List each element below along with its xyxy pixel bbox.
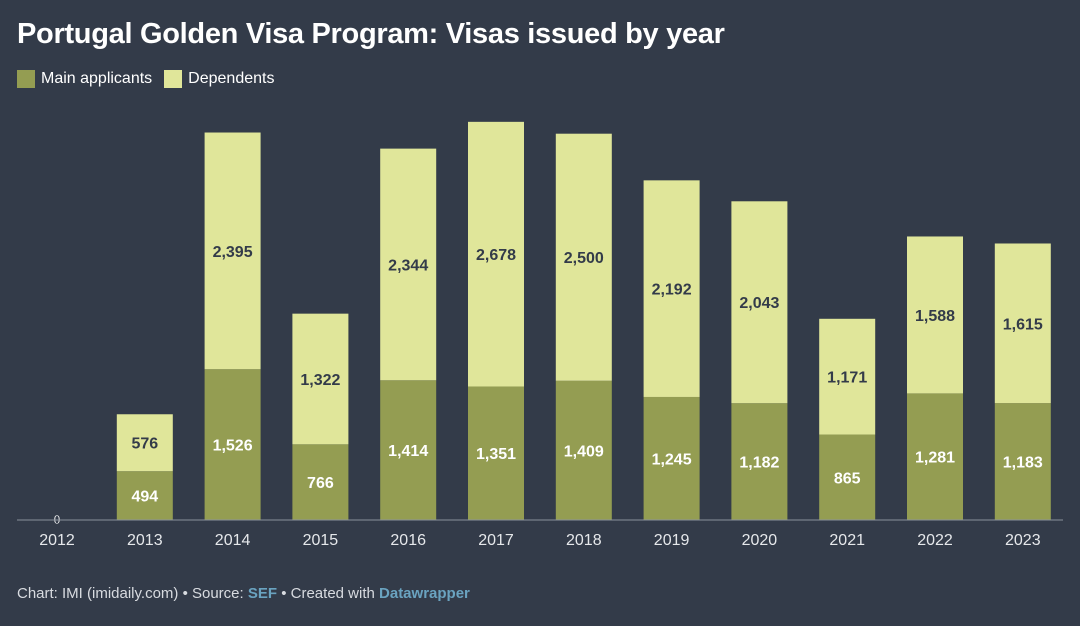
- data-label-main-2016: 1,414: [388, 443, 428, 460]
- data-label-main-2022: 1,281: [915, 450, 955, 467]
- bar-main-2023: [994, 403, 1051, 520]
- bar-dependents-2023: [994, 243, 1051, 404]
- source-link[interactable]: SEF: [247, 585, 278, 602]
- data-label-dependents-2021: 1,171: [827, 370, 867, 387]
- footer-credit: Chart: IMI (imidaily.com) • Source:: [17, 585, 248, 602]
- bar-dependents-2018: [555, 133, 612, 381]
- chart-title: Portugal Golden Visa Program: Visas issu…: [17, 18, 725, 50]
- data-label-dependents-2013: 576: [131, 436, 158, 453]
- bar-dependents-2022: [907, 236, 963, 394]
- bar-main-2017: [468, 386, 524, 520]
- bar-main-2015: [292, 444, 349, 520]
- x-tick-label-2019: 2019: [654, 532, 690, 549]
- x-tick-label-2016: 2016: [390, 532, 426, 549]
- data-label-main-2013: 494: [131, 489, 158, 506]
- x-tick-label-2014: 2014: [215, 532, 251, 549]
- data-label-dependents-2019: 2,192: [652, 282, 692, 299]
- data-label-dependents-2017: 2,678: [476, 247, 516, 264]
- footer: Chart: IMI (imidaily.com) • Source: SEF …: [17, 585, 470, 602]
- legend: Main applicants Dependents: [17, 70, 286, 88]
- x-tick-label-2023: 2023: [1005, 532, 1041, 549]
- bar-main-2020: [731, 403, 788, 520]
- legend-label-main: Main applicants: [41, 70, 153, 87]
- data-label-dependents-2018: 2,500: [564, 250, 604, 267]
- x-tick-label-2018: 2018: [566, 532, 602, 549]
- bar-dependents-2020: [731, 201, 788, 404]
- bar-main-2014: [204, 369, 261, 520]
- bar-main-2019: [643, 396, 700, 520]
- bar-dependents-2014: [204, 132, 261, 370]
- bar-dependents-2013: [116, 414, 173, 472]
- x-tick-label-2015: 2015: [303, 532, 339, 549]
- x-tick-label-2017: 2017: [478, 532, 514, 549]
- data-label-main-2019: 1,245: [652, 451, 692, 468]
- bar-main-2022: [907, 393, 963, 520]
- data-label-main-2014: 1,526: [213, 438, 253, 455]
- data-label-main-2021: 865: [834, 470, 861, 487]
- data-label-dependents-2022: 1,588: [915, 308, 955, 325]
- data-label-dependents-2015: 1,322: [300, 372, 340, 389]
- bar-main-2013: [116, 471, 173, 520]
- x-tick-label-2013: 2013: [127, 532, 163, 549]
- x-tick-label-2020: 2020: [742, 532, 778, 549]
- data-label-dependents-2016: 2,344: [388, 257, 428, 274]
- bar-dependents-2015: [292, 313, 349, 445]
- data-label-main-2023: 1,183: [1003, 455, 1043, 472]
- bar-dependents-2021: [819, 318, 876, 435]
- data-label-main-2015: 766: [307, 475, 334, 492]
- bar-dependents-2019: [643, 180, 700, 397]
- bar-main-2018: [555, 380, 612, 520]
- legend-swatch-main: [17, 70, 35, 88]
- bar-dependents-2017: [468, 121, 524, 387]
- x-tick-label-2022: 2022: [917, 532, 953, 549]
- legend-item-main: Main applicants: [17, 70, 152, 88]
- legend-swatch-dependents: [164, 70, 183, 88]
- bar-main-2021: [819, 434, 876, 520]
- bar-dependents-2016: [380, 148, 437, 381]
- data-label-dependents-2014: 2,395: [213, 244, 253, 261]
- data-label-main-2017: 1,351: [476, 446, 516, 463]
- data-label-dependents-2023: 1,615: [1003, 316, 1043, 333]
- data-label-main-2018: 1,409: [564, 443, 604, 460]
- x-tick-label-2021: 2021: [829, 532, 865, 549]
- legend-item-dependents: Dependents: [164, 70, 274, 88]
- bar-main-2016: [380, 380, 437, 520]
- legend-label-dependents: Dependents: [188, 70, 275, 87]
- data-label-main-2020: 1,182: [739, 455, 779, 472]
- x-tick-label-2012: 2012: [39, 532, 75, 549]
- footer-middle: • Created with: [277, 585, 380, 602]
- datawrapper-link[interactable]: Datawrapper: [379, 585, 470, 602]
- data-label-dependents-2020: 2,043: [739, 295, 779, 312]
